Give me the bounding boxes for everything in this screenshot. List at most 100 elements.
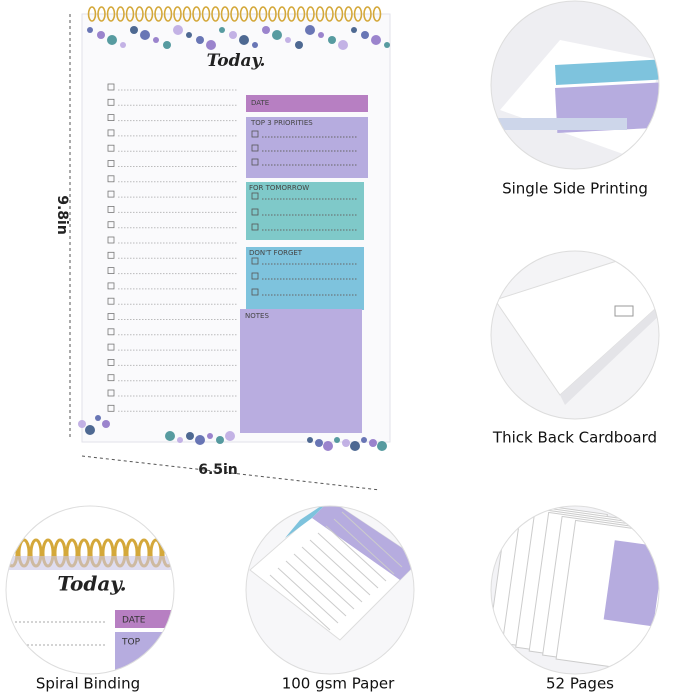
flower [177, 437, 183, 443]
checkbox [107, 374, 115, 382]
checkbox [107, 205, 115, 213]
flower [195, 435, 205, 445]
checkbox [251, 257, 259, 265]
flower [328, 36, 336, 44]
rule [333, 518, 395, 575]
flower [206, 40, 216, 50]
flower [285, 37, 291, 43]
spiral [87, 6, 382, 22]
flower [323, 441, 333, 451]
ring [173, 6, 182, 22]
width-line [81, 455, 381, 491]
checkbox [251, 208, 259, 216]
section-label: DATE [251, 99, 269, 107]
feature-label: Thick Back Cardboard [492, 429, 657, 447]
width-label: 6.5in [198, 462, 238, 478]
checkbox [251, 288, 259, 296]
flower [97, 31, 105, 39]
detail-paper [246, 506, 414, 674]
rule [293, 553, 355, 610]
detail-frame [5, 505, 175, 675]
detail-frame [490, 0, 660, 170]
flower [196, 36, 204, 44]
flower [95, 415, 101, 421]
checkbox [107, 358, 115, 366]
section-label: TOP 3 PRIORITIES [250, 119, 313, 127]
ring [296, 6, 306, 22]
detail-label: TOP [121, 638, 141, 648]
checkbox [251, 192, 259, 200]
feature-label: Spiral Binding [36, 675, 140, 693]
checkbox [251, 158, 259, 166]
ring [163, 6, 173, 22]
flower [216, 436, 224, 444]
ring [334, 6, 344, 22]
flower [163, 41, 171, 49]
section-label: NOTES [245, 312, 269, 320]
checkbox [107, 221, 115, 229]
checkbox [107, 160, 115, 167]
flower [369, 439, 377, 447]
flower [85, 425, 95, 435]
priorities-panel [246, 117, 368, 178]
flower [338, 40, 348, 50]
detail-spiral: Today. DATE TOP [6, 506, 174, 674]
height-label: 9.8in [54, 195, 70, 235]
feature-label: 52 Pages [546, 675, 614, 693]
ring [106, 6, 116, 22]
ring [258, 6, 268, 22]
flower [225, 431, 235, 441]
flower [262, 26, 270, 34]
ring [97, 6, 106, 22]
checkbox [107, 313, 115, 320]
flower [318, 32, 324, 38]
flower [377, 441, 387, 451]
ring [325, 6, 334, 22]
flower [130, 26, 138, 34]
ring [315, 6, 325, 22]
flower [186, 432, 194, 440]
ring [220, 6, 230, 22]
checkbox [107, 144, 115, 152]
flower [153, 37, 159, 43]
section-label: FOR TOMORROW [249, 184, 309, 192]
rule [341, 511, 403, 568]
flower [239, 35, 249, 45]
page-panel [603, 540, 659, 627]
ring [306, 6, 315, 22]
flower [351, 27, 357, 33]
checkbox [107, 389, 115, 397]
flower [78, 420, 86, 428]
flower [186, 32, 192, 38]
feature-label: 100 gsm Paper [282, 675, 395, 693]
ring [211, 6, 220, 22]
flower [165, 431, 175, 441]
ring [239, 6, 249, 22]
checkbox [107, 251, 115, 259]
notepad-title: Today. [207, 51, 266, 71]
detail-title: Today. [57, 572, 126, 596]
ring [363, 6, 372, 22]
flower [334, 437, 340, 443]
date-panel [246, 95, 368, 112]
flower [371, 35, 381, 45]
feature-label: Single Side Printing [502, 180, 648, 198]
flower [350, 441, 360, 451]
flower [252, 42, 258, 48]
section-label: DON'T FORGET [249, 249, 303, 257]
rule [301, 546, 363, 603]
ring [201, 6, 211, 22]
detail-frame [245, 505, 415, 675]
flower [229, 31, 237, 39]
detail-pages [491, 506, 659, 674]
notepad: Today. DATE TOP 3 PRIORITIES FOR TOMORRO… [78, 6, 391, 451]
flower [307, 437, 313, 443]
rule [317, 532, 379, 589]
flower [140, 30, 150, 40]
flower [342, 439, 350, 447]
rule [277, 567, 339, 624]
detail-frame [490, 505, 660, 675]
flower [173, 25, 183, 35]
checkbox [251, 144, 259, 152]
ring [87, 6, 97, 22]
